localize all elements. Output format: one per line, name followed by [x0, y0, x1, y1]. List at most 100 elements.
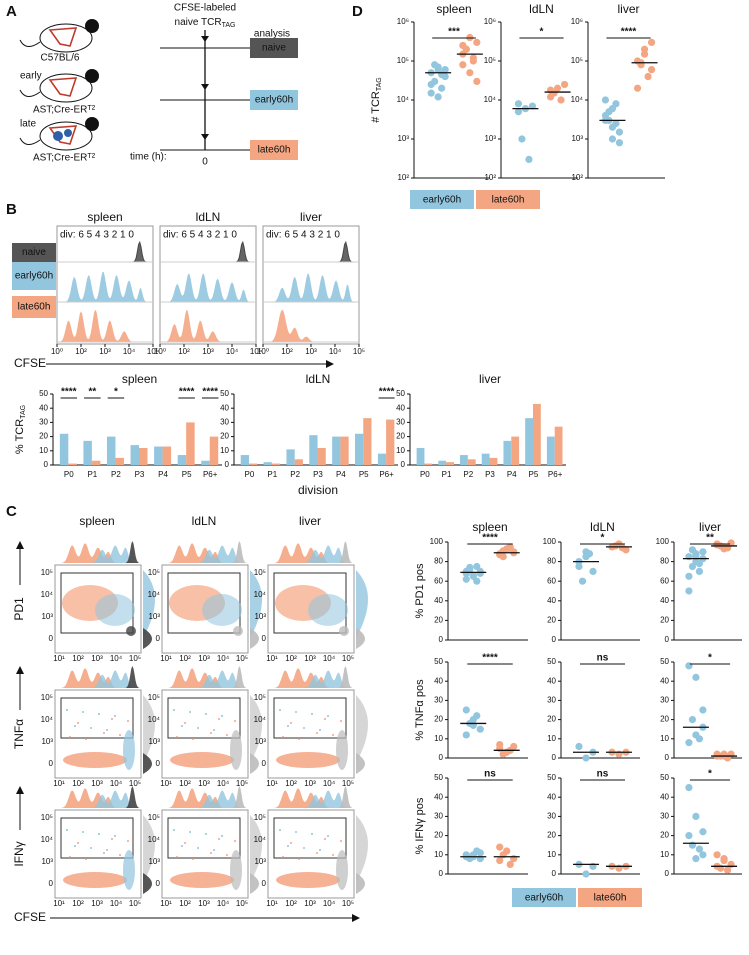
y-tick-label: 10⁴: [148, 835, 161, 844]
x-tick-label: 10²: [72, 654, 84, 663]
y-tick-label: 80: [547, 557, 556, 566]
y-tick-label: 10: [434, 850, 443, 859]
bar: [83, 440, 92, 465]
cell-dot: [295, 711, 297, 713]
cell-cloud: [202, 594, 242, 626]
cell-cloud: [170, 872, 234, 888]
y-tick-label: 0: [156, 879, 161, 888]
gate: [60, 697, 134, 739]
x-tick-label: P2: [290, 470, 300, 479]
y-tick-label: 100: [656, 537, 670, 546]
top-histogram: [55, 670, 141, 688]
cell-dot: [340, 720, 342, 722]
x-tick-label: P2: [111, 470, 121, 479]
x-tick-label: 10¹: [266, 654, 278, 663]
y-tick-label: 10: [547, 850, 556, 859]
column-title: spleen: [79, 514, 114, 528]
top-histogram: [162, 786, 248, 808]
y-tick-label: 0: [156, 634, 161, 643]
cell-dot: [90, 847, 92, 849]
bar: [377, 453, 387, 465]
y-tick-label: 40: [547, 676, 556, 685]
bar: [554, 426, 563, 465]
y-tick-label: 50: [220, 389, 229, 398]
cell-dot: [173, 709, 175, 711]
data-point: [723, 866, 732, 874]
data-point: [647, 66, 656, 74]
y-tick-label: 10⁴: [397, 95, 410, 104]
y-tick-label: 10⁵: [148, 813, 160, 822]
chart-title: liver: [617, 2, 639, 16]
bar: [139, 447, 148, 465]
bar: [532, 403, 541, 465]
y-tick-label: 40: [660, 792, 669, 801]
cell-dot: [303, 727, 305, 729]
x-tick-label: P5: [359, 470, 369, 479]
data-point: [427, 80, 435, 89]
row-label-box: [12, 296, 56, 318]
data-point: [473, 577, 481, 585]
cell-cloud: [276, 872, 340, 888]
cell-dot: [205, 713, 207, 715]
data-point: [462, 706, 470, 714]
significance-label: *: [540, 27, 544, 38]
label: CFSE-labeled: [174, 3, 236, 14]
y-axis-label: % TCRTAG: [14, 405, 27, 454]
x-tick-label: P3: [135, 470, 145, 479]
x-tick-label: 10³: [305, 347, 317, 356]
cell-dot: [197, 847, 199, 849]
y-tick-label: 10³: [397, 134, 409, 143]
flow-plot-frame: [161, 564, 249, 654]
y-tick-label: 10⁴: [254, 835, 267, 844]
x-tick-label: 10⁰: [154, 347, 166, 356]
y-tick-label: 10⁶: [571, 17, 583, 26]
top-histogram: [268, 670, 354, 688]
y-tick-label: 20: [434, 616, 443, 625]
y-tick-label: 0: [49, 634, 54, 643]
significance-label: ****: [482, 533, 498, 544]
cell-dot: [327, 715, 329, 717]
cell-dot: [221, 715, 223, 717]
data-point: [647, 38, 656, 46]
bar: [177, 455, 187, 465]
cell-dot: [324, 718, 326, 720]
cell-cloud: [336, 850, 348, 890]
arrow-head: [201, 84, 209, 90]
y-tick-label: 50: [660, 657, 669, 666]
y-tick-label: 0: [225, 460, 230, 469]
bar: [271, 463, 281, 465]
group-box: [250, 38, 298, 58]
data-point: [476, 725, 484, 733]
data-point: [506, 860, 514, 869]
data-point: [462, 575, 470, 583]
y-tick-label: 10²: [484, 173, 496, 182]
cell-cloud: [230, 730, 242, 770]
x-tick-label: 10³: [304, 779, 316, 788]
x-tick-label: 10³: [91, 779, 103, 788]
data-point: [720, 545, 728, 553]
column-title: liver: [300, 210, 322, 224]
data-point: [575, 742, 583, 751]
data-point: [514, 108, 523, 116]
y-tick-label: 50: [434, 773, 443, 782]
flow-plot-frame: [267, 689, 355, 779]
row-label: PD1: [12, 597, 26, 621]
histogram: [263, 273, 359, 302]
data-point: [466, 563, 474, 572]
cell-dot: [90, 727, 92, 729]
legend-label: early60h: [525, 893, 563, 904]
mouse-tail: [19, 89, 41, 97]
x-tick-label: 10⁴: [226, 347, 239, 356]
bar: [332, 436, 341, 465]
top-histogram: [268, 788, 354, 808]
y-tick-label: 10²: [397, 173, 409, 182]
mouse-body: [39, 73, 93, 103]
bar: [416, 447, 425, 465]
legend-swatch: [410, 190, 474, 209]
cell-dot: [69, 736, 71, 738]
bar: [162, 446, 172, 465]
y-tick-label: 20: [660, 715, 669, 724]
cell-dot: [189, 711, 191, 713]
cell-dot: [189, 831, 191, 833]
